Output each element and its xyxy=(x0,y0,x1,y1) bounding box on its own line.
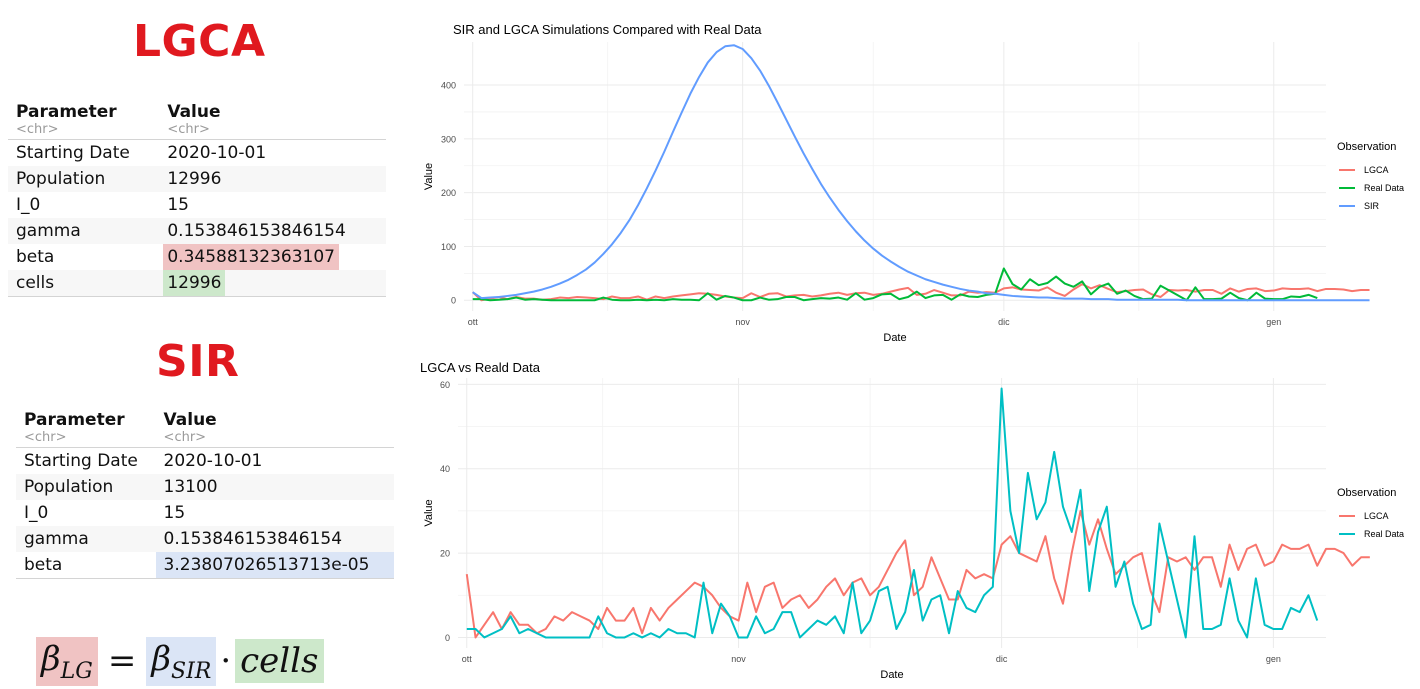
x-tick-label: nov xyxy=(735,317,750,327)
table-header-row: Parameter <chr> Value <chr> xyxy=(8,100,386,140)
y-tick-label: 200 xyxy=(441,188,456,198)
series-line-real-data xyxy=(472,267,1318,302)
sir-heading: SIR xyxy=(156,336,240,387)
param-value: 2020-10-01 xyxy=(163,451,263,471)
table-header-row: Parameter <chr> Value <chr> xyxy=(16,408,394,448)
chart-title: LGCA vs Reald Data xyxy=(420,360,541,375)
chart-title: SIR and LGCA Simulations Compared with R… xyxy=(453,22,762,37)
y-tick-label: 60 xyxy=(440,380,450,390)
table-row: I_0 15 xyxy=(16,500,394,526)
param-name: I_0 xyxy=(16,195,41,215)
table-row: Starting Date 2020-10-01 xyxy=(8,140,386,167)
lgca-beta-term: βLG xyxy=(36,637,98,686)
param-value: 15 xyxy=(163,503,186,523)
param-value: 0.153846153846154 xyxy=(155,526,394,552)
table-row: beta 0.34588132363107 xyxy=(8,244,386,270)
y-tick-label: 40 xyxy=(440,464,450,474)
param-name: gamma xyxy=(8,218,160,244)
lgca-vs-real-data-chart: LGCA vs Reald Data 0 20 40 60 ott nov dic gen Dat… xyxy=(420,360,1404,681)
param-value: 13100 xyxy=(155,474,394,500)
legend-label: Real Data xyxy=(1364,529,1404,539)
param-value: 15 xyxy=(167,195,189,215)
legend-title: Observation xyxy=(1337,141,1396,153)
y-tick-label: 20 xyxy=(440,549,450,559)
y-tick-label: 100 xyxy=(441,242,456,252)
param-value: 2020-10-01 xyxy=(167,143,267,163)
param-name: I_0 xyxy=(24,503,49,523)
table-row: gamma 0.153846153846154 xyxy=(8,218,386,244)
param-name: Starting Date xyxy=(24,451,138,471)
table-row: I_0 15 xyxy=(8,192,386,218)
table-row: Population 12996 xyxy=(8,166,386,192)
value-column-header: Value <chr> xyxy=(167,102,221,137)
cells-term: cells xyxy=(235,639,324,684)
table-row: beta 3.23807026513713e-05 xyxy=(16,552,394,579)
param-value: 0.153846153846154 xyxy=(159,218,386,244)
table-row: Population 13100 xyxy=(16,474,394,500)
param-name: beta xyxy=(16,247,55,267)
x-tick-label: dic xyxy=(996,654,1008,664)
y-tick-label: 300 xyxy=(441,134,456,144)
param-name: Population xyxy=(8,166,160,192)
y-tick-label: 400 xyxy=(441,81,456,91)
y-axis-label: Value xyxy=(423,499,435,526)
param-name: gamma xyxy=(16,526,156,552)
sir-beta-term: βSIR xyxy=(146,637,217,686)
param-name: beta xyxy=(24,555,63,575)
sir-lgca-comparison-chart: SIR and LGCA Simulations Compared with R… xyxy=(423,22,1404,344)
x-tick-label: gen xyxy=(1266,654,1281,664)
table-row: gamma 0.153846153846154 xyxy=(16,526,394,552)
legend-label: SIR xyxy=(1364,201,1380,211)
equals-sign: = xyxy=(107,641,137,682)
lgca-heading: LGCA xyxy=(133,16,266,67)
x-tick-label: dic xyxy=(998,317,1010,327)
param-value: 12996 xyxy=(159,166,386,192)
x-tick-label: nov xyxy=(731,654,746,664)
beta-highlighted-value: 3.23807026513713e-05 xyxy=(155,552,394,579)
legend-title: Observation xyxy=(1337,487,1396,499)
y-tick-label: 0 xyxy=(451,296,456,306)
cells-highlighted-value: 12996 xyxy=(163,270,226,296)
series-line-lgca xyxy=(465,509,1370,639)
table-row: cells 12996 xyxy=(8,270,386,297)
x-axis-label: Date xyxy=(883,332,906,344)
param-name: Population xyxy=(16,474,156,500)
sir-parameter-table: Parameter <chr> Value <chr> Starting Dat… xyxy=(16,408,394,579)
legend-label: LGCA xyxy=(1364,511,1389,521)
param-name: cells xyxy=(8,270,160,297)
value-column-header: Value <chr> xyxy=(163,410,217,445)
x-axis-label: Date xyxy=(880,669,903,681)
series-line-real-data xyxy=(466,387,1319,639)
param-name: Starting Date xyxy=(16,143,130,163)
y-axis-label: Value xyxy=(423,163,435,190)
beta-highlighted-value: 0.34588132363107 xyxy=(163,244,339,270)
dot-operator: · xyxy=(220,641,232,682)
legend-label: LGCA xyxy=(1364,165,1389,175)
x-tick-label: gen xyxy=(1266,317,1281,327)
x-tick-label: ott xyxy=(462,654,473,664)
legend-label: Real Data xyxy=(1364,183,1404,193)
x-tick-label: ott xyxy=(468,317,479,327)
parameter-column-header: Parameter <chr> xyxy=(24,410,125,445)
beta-relation-formula: βLG = βSIR · cells xyxy=(36,637,324,686)
lgca-parameter-table: Parameter <chr> Value <chr> Starting Dat… xyxy=(8,100,386,297)
series-line-sir xyxy=(472,44,1370,302)
table-row: Starting Date 2020-10-01 xyxy=(16,448,394,475)
y-tick-label: 0 xyxy=(445,633,450,643)
parameter-column-header: Parameter <chr> xyxy=(16,102,117,137)
